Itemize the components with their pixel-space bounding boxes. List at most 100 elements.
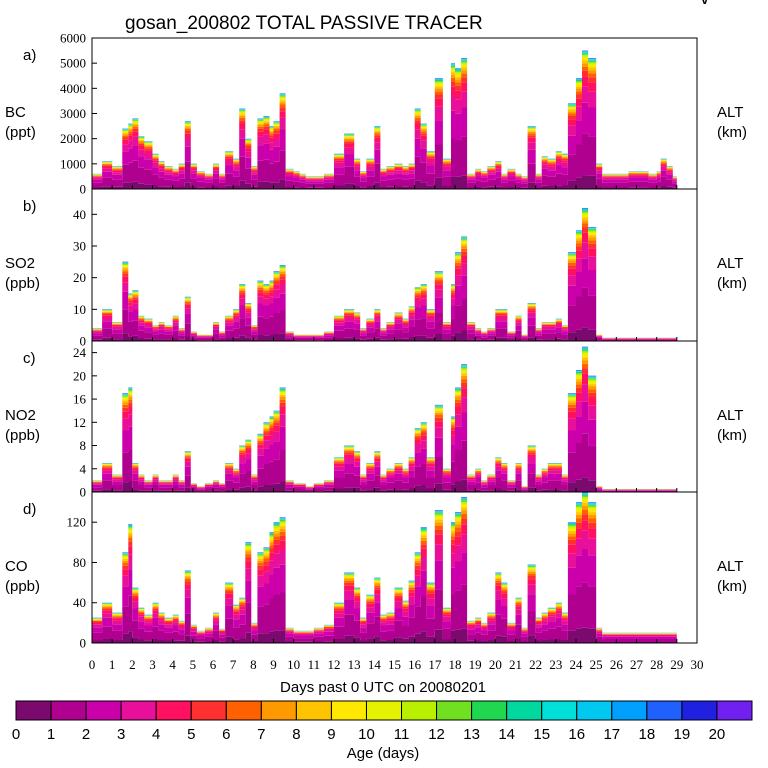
x-tick-label: 24	[570, 657, 584, 672]
panels: 0100020003000400050006000a)BC(ppt)ALT(km…	[5, 31, 747, 651]
y-tick-label: 16	[73, 392, 87, 407]
x-tick-label: 11	[308, 657, 321, 672]
colorbar-tick-label: 9	[327, 726, 335, 743]
x-tick-label: 3	[149, 657, 156, 672]
y-tick-label: 20	[73, 368, 86, 383]
alt-unit-label: (km)	[717, 124, 747, 141]
unit-label: (ppt)	[5, 124, 36, 141]
y-tick-label: 20	[73, 270, 86, 285]
age-band-0-1	[92, 477, 677, 492]
colorbar-tick-label: 19	[674, 726, 691, 743]
colorbar-swatch	[260, 700, 297, 721]
x-tick-label: 4	[169, 657, 176, 672]
x-tick-label: 2	[129, 657, 136, 672]
age-band-2-3	[92, 102, 677, 184]
colorbar-swatch	[611, 700, 648, 721]
age-band-2-3	[92, 401, 677, 491]
colorbar-tick-label: 10	[358, 726, 375, 743]
species-label: SO2	[5, 255, 35, 272]
x-tick-label: 23	[549, 657, 562, 672]
y-tick-label: 0	[80, 485, 87, 500]
panel-tag: d)	[23, 501, 36, 518]
age-band-2-3	[92, 258, 677, 340]
chart-title: gosan_200802 TOTAL PASSIVE TRACER	[125, 13, 483, 34]
colorbar-tick-label: 2	[82, 726, 90, 743]
y-tick-label: 12	[73, 415, 86, 430]
colorbar-swatch	[365, 700, 403, 721]
corner-mark: v	[700, 0, 710, 9]
x-axis-label: Days past 0 UTC on 20080201	[280, 679, 486, 696]
y-tick-label: 6000	[60, 31, 86, 46]
x-tick-label: 9	[270, 657, 277, 672]
x-tick-label: 19	[469, 657, 482, 672]
alt-unit-label: (km)	[717, 578, 747, 595]
x-tick-label: 12	[328, 657, 341, 672]
unit-label: (ppb)	[5, 578, 40, 595]
age-band-0-1	[92, 175, 677, 189]
panel-so2: 0 10 20 30 40 b) SO2 (ppb) ALT (km)	[5, 188, 747, 349]
colorbar-tick-label: 1	[47, 726, 55, 743]
colorbar-swatch	[15, 700, 52, 721]
colorbar-swatch	[330, 700, 367, 721]
y-tick-label: 10	[73, 302, 86, 317]
x-tick-label: 0	[89, 657, 96, 672]
x-tick-label: 29	[670, 657, 683, 672]
colorbar-swatch	[401, 700, 438, 721]
colorbar-swatch	[50, 700, 87, 721]
colorbar-swatch	[646, 700, 683, 721]
colorbar-swatch	[85, 700, 122, 721]
age-band-1-2	[92, 287, 677, 341]
x-tick-label: 20	[489, 657, 502, 672]
colorbar-swatch	[541, 700, 578, 721]
age-band-1-2	[92, 582, 677, 642]
x-tick-label: 26	[610, 657, 624, 672]
alt-label: ALT	[717, 104, 743, 121]
x-tick-label: 1	[109, 657, 116, 672]
age-band-0-1	[92, 327, 677, 341]
y-tick-label: 24	[73, 345, 87, 360]
species-label: NO2	[5, 407, 36, 424]
unit-label: (ppb)	[5, 427, 40, 444]
x-tick-label: 30	[691, 657, 704, 672]
age-band-1-2	[92, 133, 677, 188]
colorbar-tick-label: 8	[292, 726, 300, 743]
colorbar-tick-label: 13	[463, 726, 480, 743]
colorbar-label: Age (days)	[347, 745, 420, 762]
colorbar-swatch	[225, 700, 262, 721]
x-tick-label: 22	[529, 657, 542, 672]
x-tick-label: 7	[230, 657, 237, 672]
age-band-4-5	[92, 232, 677, 339]
y-tick-label: 40	[73, 595, 86, 610]
x-tick-label: 16	[408, 657, 422, 672]
y-tick-label: 30	[73, 239, 86, 254]
colorbar-tick-label: 5	[187, 726, 195, 743]
x-tick-label: 25	[590, 657, 603, 672]
panel-bc: 0 1000 2000 3000 4000 5000 6000 a) BC (ppt) ALT (km…	[5, 31, 747, 197]
y-tick-label: 0	[80, 334, 87, 349]
panel-no2: 0 4 8 12 16 20 24 c) NO2 (ppb) ALT (km)	[5, 340, 747, 500]
x-tick-label: 6	[210, 657, 217, 672]
x-tick-label: 17	[428, 657, 442, 672]
colorbar-tick-label: 17	[603, 726, 620, 743]
colorbar-swatch	[576, 700, 613, 721]
colorbar-tick-label: 15	[533, 726, 550, 743]
colorbar-tick-label: 11	[394, 726, 410, 743]
age-band-3-4	[92, 242, 677, 339]
colorbar-tick-label: 4	[152, 726, 160, 743]
x-tick-label: 18	[449, 657, 462, 672]
colorbar-tick-label: 20	[709, 726, 726, 743]
colorbar-tick-label: 7	[257, 726, 265, 743]
y-tick-label: 40	[73, 207, 86, 222]
alt-unit-label: (km)	[717, 275, 747, 292]
colorbar-swatch	[436, 700, 473, 721]
colorbar-swatch	[471, 700, 508, 721]
x-tick-label: 15	[388, 657, 401, 672]
y-tick-label: 120	[67, 515, 87, 530]
x-tick-label: 8	[250, 657, 257, 672]
x-tick-label: 27	[630, 657, 644, 672]
colorbar-tick-label: 6	[222, 726, 230, 743]
colorbar-swatch	[155, 700, 192, 721]
alt-label: ALT	[717, 255, 743, 272]
alt-label: ALT	[717, 407, 743, 424]
